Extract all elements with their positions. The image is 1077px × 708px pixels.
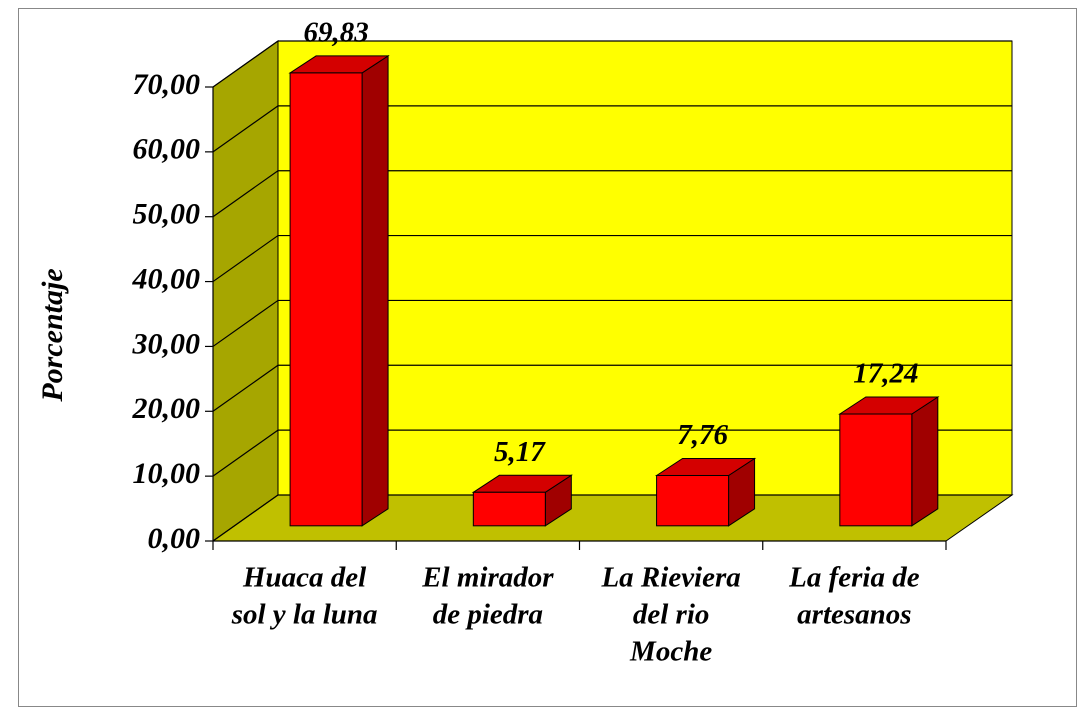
bar	[839, 413, 913, 527]
value-label: 7,76	[677, 419, 728, 451]
x-tick-label: del rio	[633, 599, 710, 631]
grid-line	[212, 105, 279, 153]
x-tick-label: El mirador	[421, 562, 554, 594]
bar	[472, 491, 546, 527]
value-label: 17,24	[853, 358, 918, 390]
grid-line	[212, 494, 279, 542]
y-axis-title: Porcentaje	[36, 268, 69, 402]
bar	[289, 72, 363, 527]
y-tick-label: 40,00	[132, 262, 201, 295]
x-tick-label: de piedra	[433, 599, 543, 631]
bar	[656, 474, 730, 527]
grid-line	[212, 40, 279, 88]
grid-line	[212, 364, 279, 412]
y-tick-label: 10,00	[133, 457, 201, 490]
x-tick-label: La feria de	[788, 562, 920, 594]
x-tick-label: sol y la luna	[231, 599, 378, 631]
bar-side	[911, 396, 939, 527]
side-wall	[212, 40, 279, 542]
grid-line	[212, 235, 279, 283]
y-tick-label: 70,00	[133, 68, 201, 101]
bar-side	[361, 54, 389, 527]
value-label: 5,17	[494, 436, 546, 468]
x-tick-label: Huaca del	[242, 562, 367, 594]
y-tick-label: 20,00	[132, 392, 201, 425]
y-tick-label: 30,00	[132, 327, 201, 360]
value-label: 69,83	[303, 17, 368, 49]
y-tick-label: 0,00	[148, 522, 201, 555]
x-tick-label: artesanos	[797, 599, 911, 631]
grid-line	[212, 170, 279, 218]
grid-line	[212, 429, 279, 477]
grid-line	[212, 299, 279, 347]
x-tick-label: La Rieviera	[600, 562, 740, 594]
y-tick-label: 60,00	[133, 133, 201, 166]
y-tick-label: 50,00	[133, 198, 201, 231]
walls	[211, 40, 1014, 542]
x-tick-label: Moche	[629, 636, 712, 668]
